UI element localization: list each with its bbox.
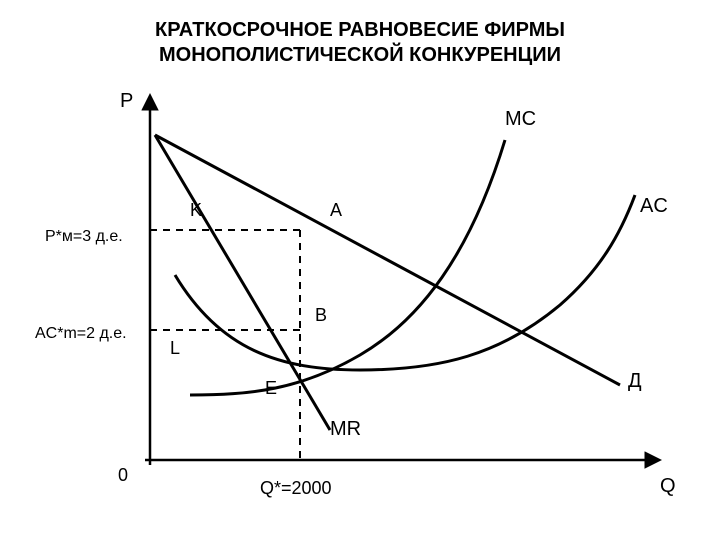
q-star-label: Q*=2000	[260, 478, 332, 499]
y-axis-label: P	[120, 90, 133, 113]
equilibrium-chart	[0, 0, 720, 540]
mc-label: MC	[505, 108, 536, 131]
point-a: A	[330, 200, 342, 221]
point-b: B	[315, 305, 327, 326]
x-axis-label: Q	[660, 475, 676, 498]
ac-star-label: AC*m=2 д.е.	[35, 325, 127, 343]
point-k: K	[190, 200, 202, 221]
point-e: E	[265, 378, 277, 399]
demand-curve	[155, 135, 620, 385]
demand-label: Д	[628, 370, 642, 393]
mr-label: MR	[330, 418, 361, 441]
ac-label: AC	[640, 195, 668, 218]
origin-label: 0	[118, 465, 128, 486]
point-l: L	[170, 338, 180, 359]
price-star-label: P*м=3 д.е.	[45, 228, 123, 246]
